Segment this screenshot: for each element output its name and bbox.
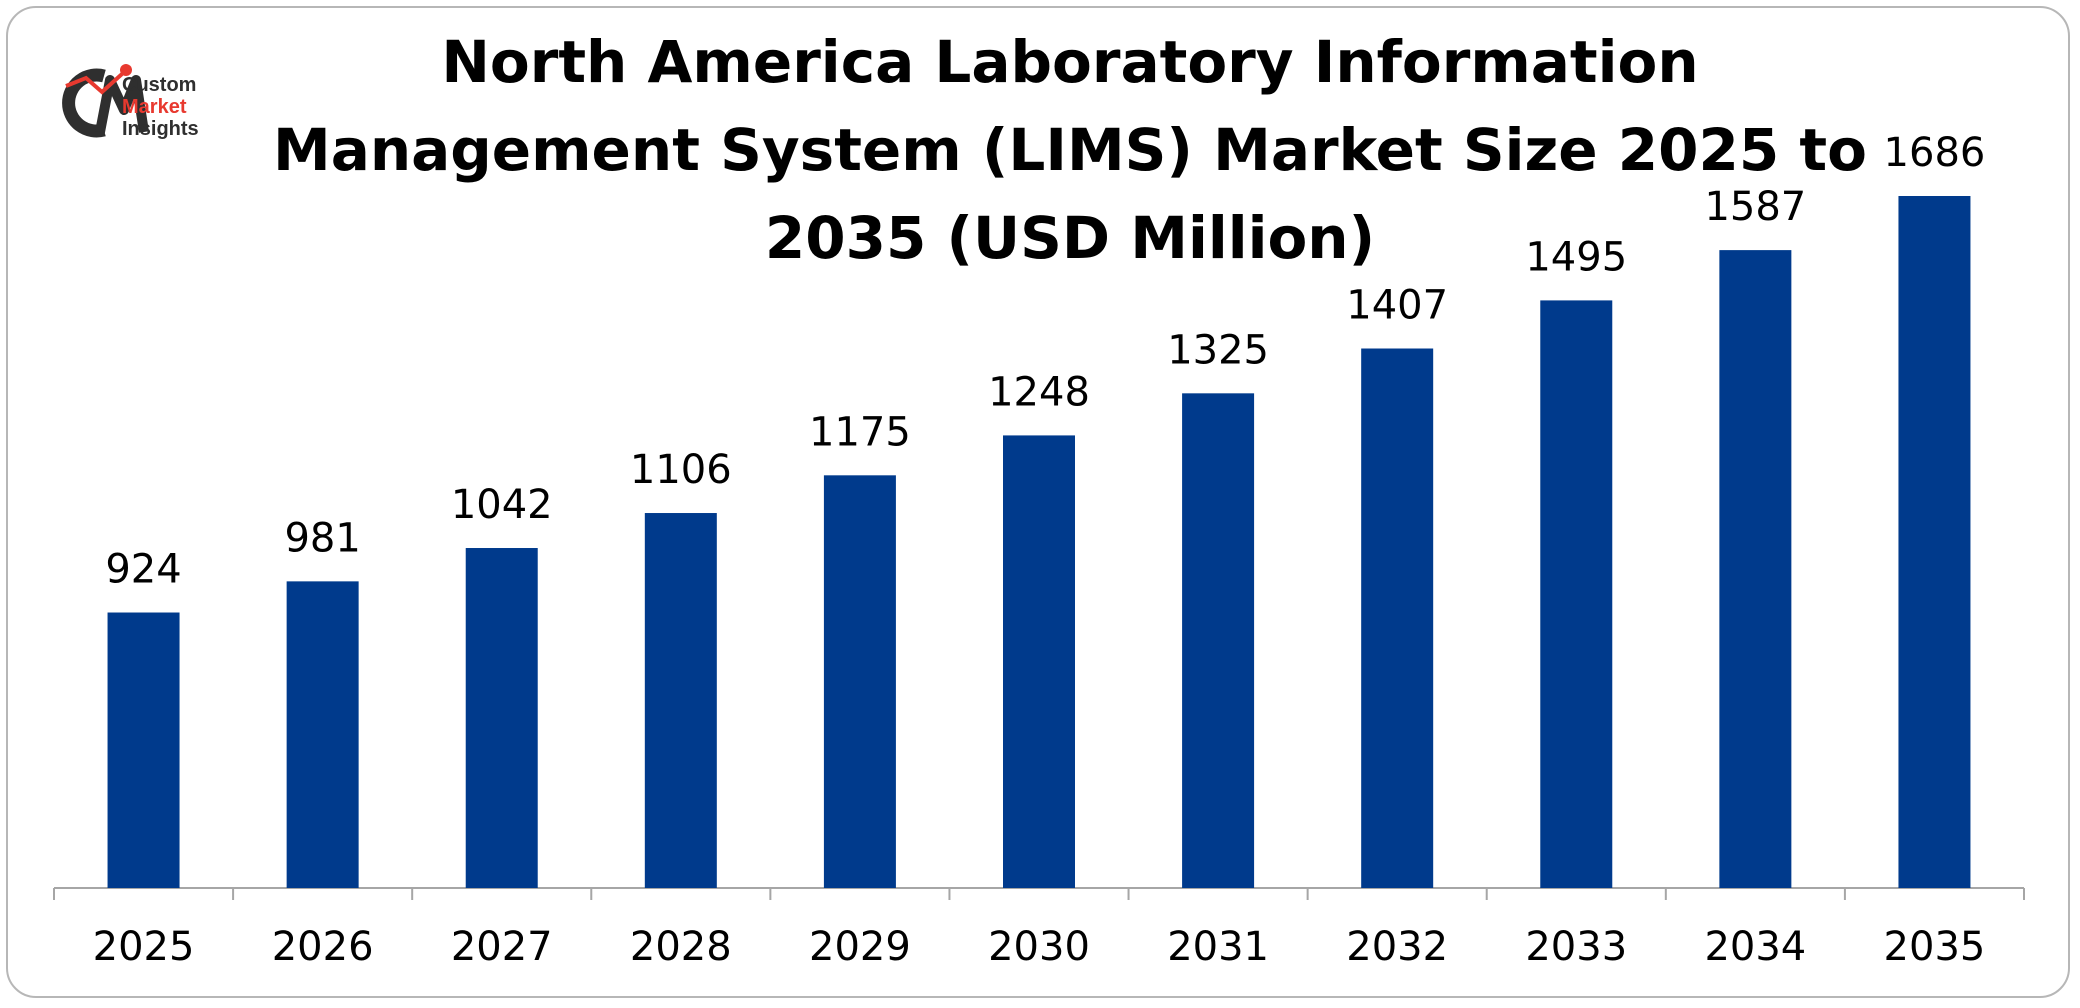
data-label-2031: 1325 [1167, 327, 1269, 373]
x-tick-label-2025: 2025 [93, 924, 195, 970]
x-tick-label-2028: 2028 [630, 924, 732, 970]
x-tick-label-2034: 2034 [1704, 924, 1806, 970]
data-label-2027: 1042 [451, 482, 553, 528]
logo-line-2: Market [122, 96, 187, 118]
bar-2035 [1898, 196, 1971, 888]
logo-line-3: Insights [122, 118, 199, 140]
x-tick-label-2030: 2030 [988, 924, 1090, 970]
x-tick-label-2033: 2033 [1525, 924, 1627, 970]
chart-title: North America Laboratory Information Man… [272, 28, 1867, 272]
data-label-2029: 1175 [809, 409, 911, 455]
bar-2027 [465, 548, 538, 888]
x-tick-label-2031: 2031 [1167, 924, 1269, 970]
data-label-2034: 1587 [1704, 184, 1806, 230]
bar-2034 [1719, 250, 1792, 888]
x-tick-label-2032: 2032 [1346, 924, 1448, 970]
data-label-2035: 1686 [1884, 130, 1986, 176]
x-tick-label-2035: 2035 [1884, 924, 1986, 970]
bar-2026 [286, 581, 359, 888]
bar-2033 [1540, 300, 1613, 889]
company-logo [62, 64, 149, 138]
x-tick-label-2027: 2027 [451, 924, 553, 970]
data-label-2030: 1248 [988, 369, 1090, 415]
bar-2028 [644, 513, 717, 888]
bar-2030 [1003, 435, 1075, 888]
bar-2032 [1361, 348, 1434, 888]
bar-2029 [823, 475, 896, 888]
logo-mark-icon [62, 64, 149, 138]
bar-2031 [1182, 393, 1255, 888]
x-tick-label-2029: 2029 [809, 924, 911, 970]
data-label-2033: 1495 [1525, 234, 1627, 280]
logo-text: Custom Market Insights [122, 74, 199, 140]
bar-2025 [107, 612, 180, 888]
data-label-2032: 1407 [1346, 283, 1448, 329]
data-label-2026: 981 [284, 515, 360, 561]
data-label-2025: 924 [105, 547, 181, 593]
data-label-2028: 1106 [630, 447, 732, 493]
logo-line-1: Custom [122, 74, 197, 96]
x-tick-label-2026: 2026 [272, 924, 374, 970]
